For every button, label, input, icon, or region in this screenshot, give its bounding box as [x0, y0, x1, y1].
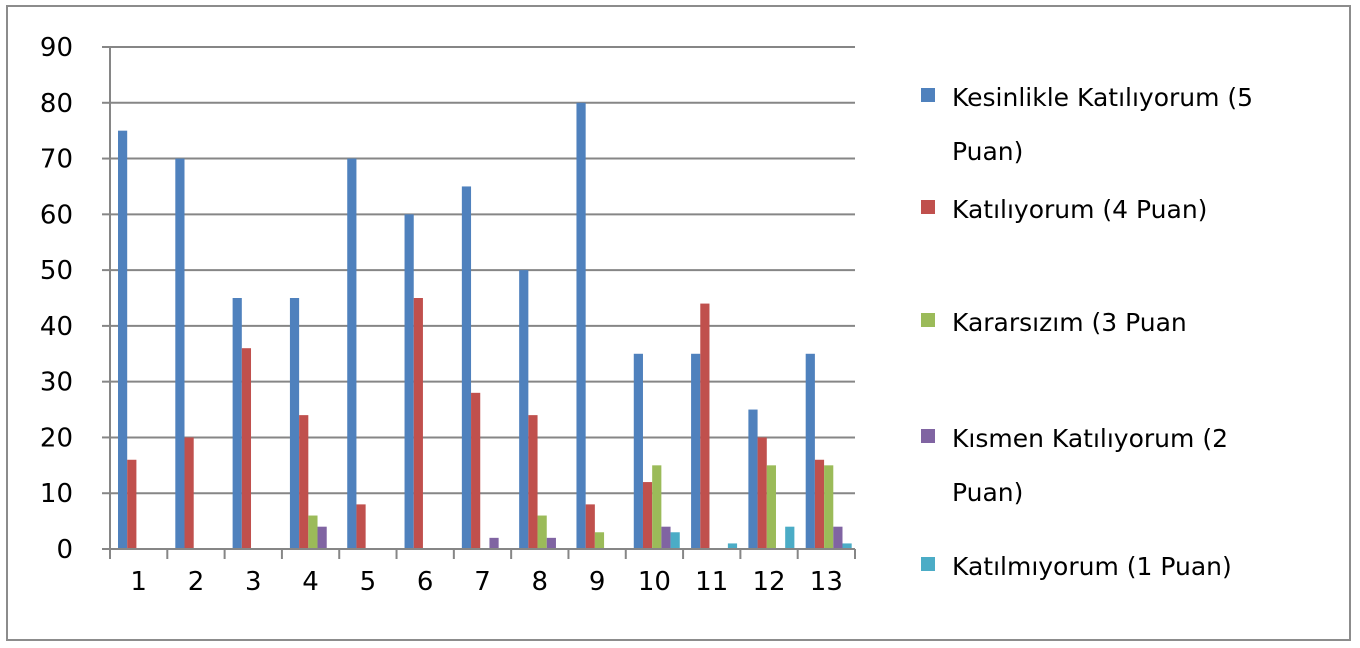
y-tick-label: 30 [40, 368, 73, 398]
x-tick-label: 13 [810, 567, 843, 597]
bar [241, 348, 252, 549]
bar [471, 392, 481, 549]
legend-swatch [921, 200, 935, 214]
x-tick-label: 2 [188, 567, 205, 597]
bar [661, 526, 671, 549]
bar [461, 186, 472, 549]
bar [413, 298, 423, 549]
legend-label: Kararsızım (3 Puan [952, 308, 1187, 337]
legend: Kesinlikle Katılıyorum (5 Puan) Katılıyoru… [921, 83, 1253, 581]
bar [727, 543, 738, 549]
legend-swatch [921, 313, 935, 327]
bar [546, 537, 556, 549]
bar [356, 504, 366, 549]
bar [308, 515, 318, 549]
gridlines [110, 46, 855, 495]
bar [691, 353, 701, 549]
bar [127, 459, 137, 549]
legend-label: Puan) [952, 137, 1023, 166]
bar [594, 532, 605, 549]
x-tick-label: 12 [752, 567, 785, 597]
bars [118, 102, 852, 550]
legend-label: Katılmıyorum (1 Puan) [952, 552, 1232, 581]
bar [519, 270, 529, 549]
x-tick-label: 7 [474, 567, 491, 597]
x-tick-label: 10 [638, 567, 671, 597]
y-tick-label: 20 [40, 423, 73, 453]
y-tick-label: 50 [40, 256, 73, 286]
legend-label: Kısmen Katılıyorum (2 [952, 424, 1228, 453]
bar [404, 214, 414, 550]
bar [489, 537, 499, 549]
legend-swatch [921, 557, 935, 571]
x-tick-label: 1 [130, 567, 147, 597]
bar [289, 298, 300, 549]
bar [748, 409, 758, 549]
x-tick-label: 4 [302, 567, 319, 597]
legend-swatch [921, 429, 935, 443]
bar [670, 532, 680, 549]
bar [785, 526, 795, 549]
y-tick-label: 60 [40, 200, 73, 230]
y-tick-label: 90 [40, 33, 73, 63]
bar [576, 102, 586, 550]
bar [824, 465, 834, 549]
bar [528, 415, 538, 549]
bar [585, 504, 595, 549]
x-tick-label: 9 [589, 567, 606, 597]
bar [842, 543, 852, 549]
bar [652, 465, 662, 549]
y-tick-label: 10 [40, 479, 73, 509]
bar [537, 515, 547, 549]
bar [805, 353, 815, 549]
bar [757, 437, 767, 549]
x-tick-label: 3 [245, 567, 262, 597]
bar [184, 437, 194, 549]
bar [700, 303, 710, 549]
x-tick-label: 8 [532, 567, 549, 597]
legend-swatch [921, 88, 935, 102]
bar [175, 158, 185, 550]
bar [317, 526, 327, 549]
legend-label: Kesinlikle Katılıyorum (5 [952, 83, 1253, 112]
y-tick-label: 40 [40, 312, 73, 342]
x-tick-label: 6 [417, 567, 434, 597]
x-tick-label: 5 [360, 567, 377, 597]
bar [118, 130, 128, 549]
bar [299, 415, 309, 549]
bar [814, 459, 825, 549]
y-tick-label: 70 [40, 145, 73, 175]
legend-label: Puan) [952, 478, 1023, 507]
bar [766, 465, 776, 549]
y-tick-label: 80 [40, 89, 73, 119]
bar [232, 298, 242, 549]
bar [347, 158, 357, 550]
x-tick-label: 11 [695, 567, 728, 597]
bar [833, 526, 843, 549]
bar [633, 353, 643, 549]
bar [642, 482, 653, 549]
y-tick-label: 0 [56, 535, 73, 565]
legend-label: Katılıyorum (4 Puan) [952, 195, 1207, 224]
